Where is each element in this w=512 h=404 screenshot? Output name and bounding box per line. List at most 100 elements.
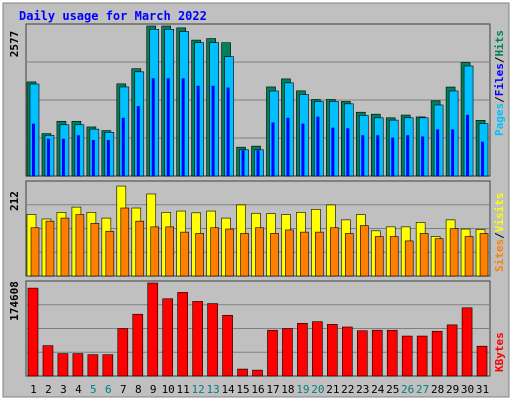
kbytes-bar (386, 329, 398, 377)
kbytes-bar (147, 282, 159, 377)
files-bar (76, 135, 80, 176)
x-tick-label: 29 (446, 383, 459, 396)
kbytes-bar (401, 335, 413, 377)
x-tick-label: 18 (281, 383, 294, 396)
chart-title: Daily usage for March 2022 (19, 9, 207, 23)
x-tick-label: 8 (135, 383, 142, 396)
legend-sites-visits: Sites/Visits (493, 193, 506, 273)
sites-bar (180, 231, 189, 277)
sites-bar (449, 228, 459, 277)
sites-bar (240, 233, 249, 277)
files-bar (481, 141, 485, 176)
sites-bar (285, 229, 294, 277)
sites-bar (434, 238, 444, 277)
x-tick-label: 15 (236, 383, 249, 396)
sites-bar (479, 233, 489, 277)
x-tick-label: 11 (177, 383, 190, 396)
sites-bar (315, 231, 324, 277)
kbytes-bar (177, 292, 188, 377)
kbytes-bar (461, 307, 473, 377)
x-tick-label: 14 (221, 383, 235, 396)
y-max-label: 212 (8, 191, 21, 211)
files-bar (181, 78, 185, 176)
sites-bar (195, 233, 204, 277)
sites-bar (225, 228, 234, 277)
sites-bar (90, 223, 100, 277)
x-tick-label: 26 (401, 383, 414, 396)
files-bar (421, 136, 425, 176)
kbytes-bar (312, 321, 323, 377)
x-tick-label: 30 (461, 383, 474, 396)
files-bar (106, 139, 110, 176)
kbytes-bar (297, 322, 308, 377)
sites-bar (60, 217, 70, 277)
sites-bar (30, 227, 40, 277)
files-bar (121, 117, 125, 176)
x-tick-label: 31 (476, 383, 489, 396)
sites-bar (270, 233, 279, 277)
files-bar (271, 122, 275, 176)
x-tick-label: 28 (431, 383, 444, 396)
kbytes-bar (117, 328, 129, 377)
kbytes-bar (57, 353, 69, 377)
legend-kbytes: KBytes (493, 332, 506, 372)
sites-bar (374, 236, 384, 277)
x-tick-label: 3 (60, 383, 67, 396)
kbytes-bar (416, 335, 428, 377)
kbytes-bar (356, 330, 368, 377)
sites-bar (165, 226, 175, 277)
files-bar (256, 150, 260, 176)
files-bar (241, 150, 245, 176)
files-bar (436, 129, 440, 176)
sites-bar (404, 240, 414, 277)
files-bar (32, 123, 35, 176)
files-bar (286, 117, 290, 176)
sites-bar (419, 233, 429, 277)
sites-bar (105, 230, 115, 277)
files-bar (211, 85, 215, 176)
sites-bar (300, 231, 309, 277)
x-tick-label: 21 (326, 383, 339, 396)
files-bar (346, 128, 350, 176)
y-max-label: 2577 (8, 31, 21, 58)
kbytes-bar (192, 301, 203, 377)
legend-pages-files-hits: Pages/Files/Hits (493, 30, 506, 136)
sites-bar (150, 226, 160, 277)
kbytes-bar (267, 329, 278, 377)
files-bar (451, 129, 455, 176)
files-bar (361, 135, 365, 176)
kbytes-bar (42, 345, 54, 377)
sites-bar (255, 227, 264, 277)
files-bar (406, 135, 410, 176)
files-bar (136, 106, 140, 176)
kbytes-bar (132, 313, 144, 377)
sites-bar (75, 214, 85, 277)
kbytes-bar (342, 326, 353, 377)
kbytes-bar (207, 303, 218, 377)
kbytes-bar (102, 354, 114, 377)
x-tick-label: 23 (356, 383, 369, 396)
kbytes-bar (237, 368, 248, 377)
files-bar (61, 138, 65, 176)
files-bar (46, 138, 50, 176)
files-bar (196, 85, 200, 176)
sites-bar (45, 220, 55, 277)
kbytes-bar (476, 345, 488, 377)
x-tick-label: 13 (206, 383, 219, 396)
x-tick-label: 1 (30, 383, 37, 396)
x-tick-label: 27 (416, 383, 429, 396)
x-tick-label: 25 (386, 383, 399, 396)
files-bar (391, 137, 395, 176)
kbytes-bar (72, 353, 84, 377)
kbytes-bar (371, 329, 383, 377)
y-max-label: 174608 (8, 281, 21, 321)
files-bar (376, 135, 380, 176)
files-bar (91, 139, 95, 176)
x-tick-label: 20 (311, 383, 324, 396)
x-tick-label: 17 (266, 383, 279, 396)
files-bar (466, 114, 470, 176)
sites-bar (464, 236, 474, 277)
files-bar (316, 116, 320, 176)
